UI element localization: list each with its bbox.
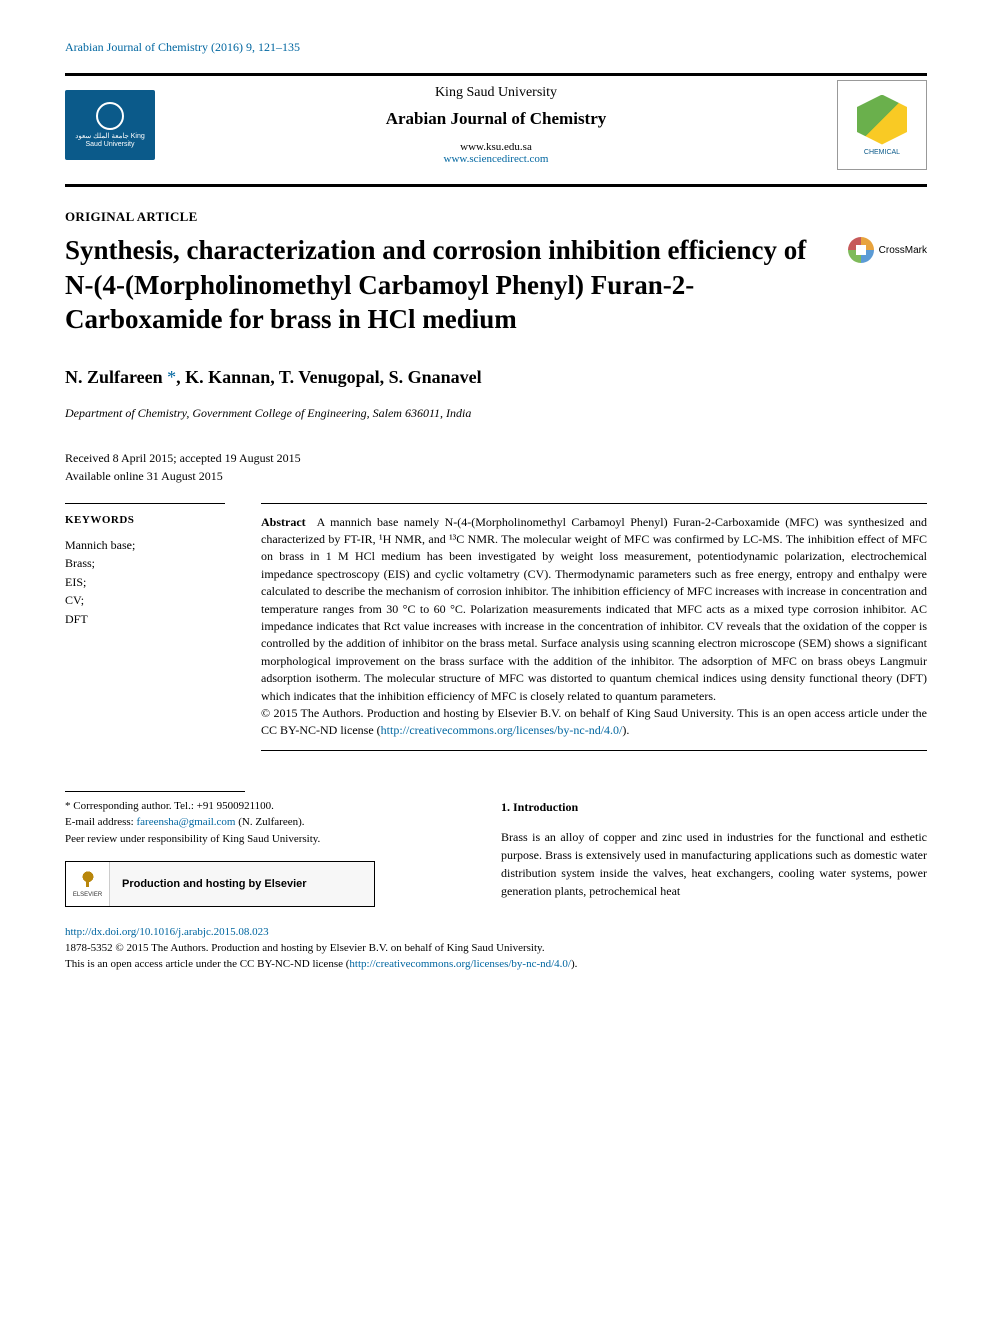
keywords-heading: KEYWORDS xyxy=(65,514,225,526)
peer-review-note: Peer review under responsibility of King… xyxy=(65,831,465,848)
affiliation: Department of Chemistry, Government Coll… xyxy=(65,406,927,421)
issn-copyright: 1878-5352 © 2015 The Authors. Production… xyxy=(65,941,927,957)
author-2: K. Kannan xyxy=(185,367,270,387)
corresponding-star: * xyxy=(163,367,177,387)
article-dates: Received 8 April 2015; accepted 19 Augus… xyxy=(65,449,927,485)
elsevier-label: ELSEVIER xyxy=(73,891,102,900)
corresponding-line: * Corresponding author. Tel.: +91 950092… xyxy=(65,798,465,815)
shield-icon xyxy=(857,95,907,145)
authors: N. Zulfareen *, K. Kannan, T. Venugopal,… xyxy=(65,367,927,388)
cc-link[interactable]: http://creativecommons.org/licenses/by-n… xyxy=(349,958,571,970)
abstract-text: A mannich base namely N-(4-(Morpholinome… xyxy=(261,515,927,703)
cc-text-pre: This is an open access article under the… xyxy=(65,958,349,970)
abstract-copyright-tail: ). xyxy=(622,723,629,737)
article-title: Synthesis, characterization and corrosio… xyxy=(65,233,848,337)
ksu-url: www.ksu.edu.sa xyxy=(175,141,817,153)
keyword-item: EIS; xyxy=(65,573,225,592)
journal-header: جامعة الملك سعود King Saud University Ki… xyxy=(65,76,927,176)
keyword-item: CV; xyxy=(65,591,225,610)
crossmark-icon xyxy=(848,237,874,263)
university-name: King Saud University xyxy=(175,85,817,101)
corresponding-email[interactable]: fareensha@gmail.com xyxy=(136,816,235,828)
author-4: S. Gnanavel xyxy=(389,367,482,387)
author-3: T. Venugopal xyxy=(279,367,380,387)
intro-heading: 1. Introduction xyxy=(501,798,927,816)
crossmark-badge[interactable]: CrossMark xyxy=(848,237,927,263)
article-type: ORIGINAL ARTICLE xyxy=(65,209,927,225)
ksu-logo: جامعة الملك سعود King Saud University xyxy=(65,90,155,160)
page-footer: http://dx.doi.org/10.1016/j.arabjc.2015.… xyxy=(65,925,927,973)
keywords-list: Mannich base; Brass; EIS; CV; DFT xyxy=(65,536,225,629)
running-head: Arabian Journal of Chemistry (2016) 9, 1… xyxy=(65,40,927,55)
ksu-palm-icon xyxy=(96,102,124,130)
journal-name: Arabian Journal of Chemistry xyxy=(175,109,817,129)
kw-rule-top xyxy=(65,503,225,504)
email-owner: (N. Zulfareen). xyxy=(236,816,305,828)
crossmark-label: CrossMark xyxy=(879,245,927,256)
abstract-label: Abstract xyxy=(261,515,306,529)
doi-link[interactable]: http://dx.doi.org/10.1016/j.arabjc.2015.… xyxy=(65,925,927,941)
keyword-item: Mannich base; xyxy=(65,536,225,555)
available-online: Available online 31 August 2015 xyxy=(65,467,927,485)
elsevier-logo: ELSEVIER xyxy=(66,862,110,906)
chemical-society-logo: CHEMICAL xyxy=(837,80,927,170)
hosting-box: ELSEVIER Production and hosting by Elsev… xyxy=(65,861,375,907)
received-accepted: Received 8 April 2015; accepted 19 Augus… xyxy=(65,449,927,467)
email-label: E-mail address: xyxy=(65,816,136,828)
elsevier-tree-icon xyxy=(77,869,99,891)
sciencedirect-url[interactable]: www.sciencedirect.com xyxy=(175,153,817,165)
keyword-item: Brass; xyxy=(65,554,225,573)
author-1: N. Zulfareen xyxy=(65,367,163,387)
keyword-item: DFT xyxy=(65,610,225,629)
chemical-label: CHEMICAL xyxy=(864,149,900,156)
abs-rule-bottom xyxy=(261,750,927,751)
corresponding-email-line: E-mail address: fareensha@gmail.com (N. … xyxy=(65,814,465,831)
intro-paragraph: Brass is an alloy of copper and zinc use… xyxy=(501,828,927,900)
abs-rule-top xyxy=(261,503,927,504)
footnote-rule xyxy=(65,791,245,792)
cc-text-post: ). xyxy=(571,958,577,970)
rule-bottom-thick xyxy=(65,184,927,187)
license-link[interactable]: http://creativecommons.org/licenses/by-n… xyxy=(381,723,623,737)
hosting-text: Production and hosting by Elsevier xyxy=(110,876,319,893)
ksu-logo-text: جامعة الملك سعود King Saud University xyxy=(69,133,151,148)
